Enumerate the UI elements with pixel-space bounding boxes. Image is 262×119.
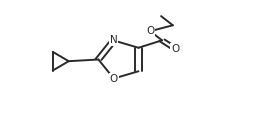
Text: O: O: [171, 44, 179, 54]
Text: N: N: [110, 35, 118, 45]
Text: O: O: [110, 74, 118, 84]
Text: O: O: [146, 26, 154, 36]
